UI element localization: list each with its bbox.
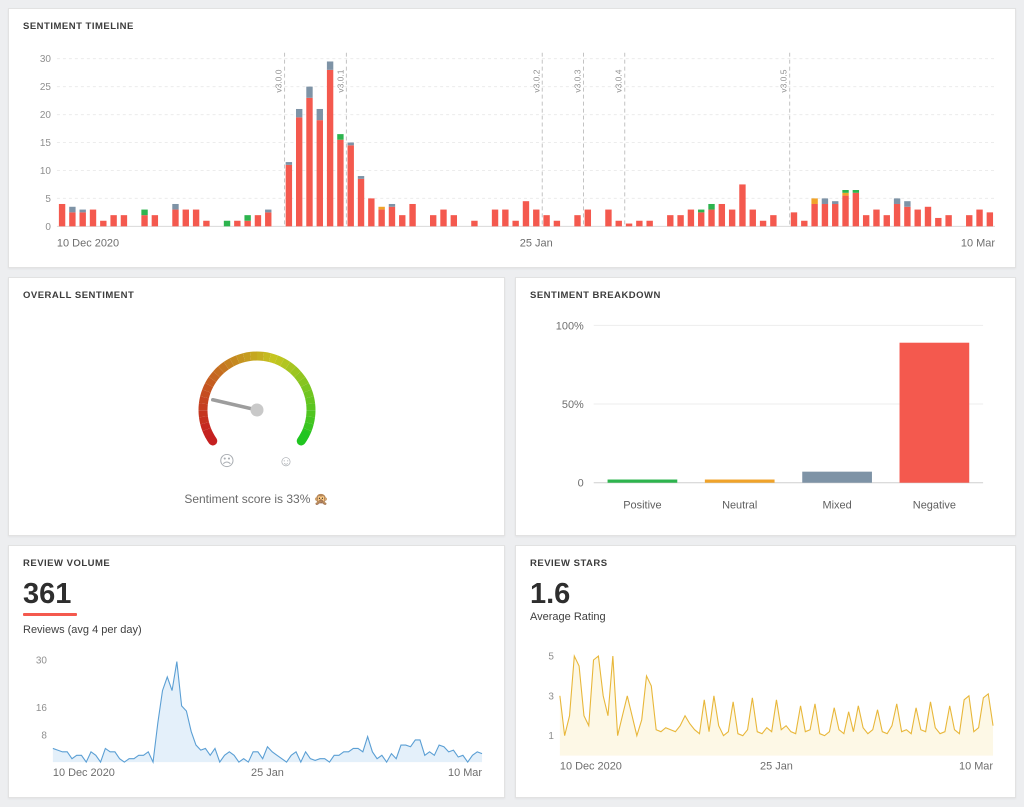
review-volume-subtitle: Reviews (avg 4 per day) (23, 624, 142, 637)
sentiment-gauge: ☹ ☺ (198, 351, 315, 470)
panel-review-volume: REVIEW VOLUME 361 Reviews (avg 4 per day… (8, 545, 505, 798)
svg-text:10 Dec 2020: 10 Dec 2020 (57, 237, 119, 249)
svg-text:v3.0.1: v3.0.1 (335, 69, 345, 92)
svg-text:8: 8 (41, 731, 47, 742)
review-stars-chart[interactable]: 1 3 5 10 Dec 2020 25 Jan 10 Mar (530, 633, 1001, 787)
overall-sentiment-title: OVERALL SENTIMENT (23, 290, 135, 301)
panel-overall-sentiment: OVERALL SENTIMENT ☹ ☺ Sentiment score is … (8, 277, 505, 536)
svg-text:v3.0.5: v3.0.5 (779, 69, 789, 92)
svg-text:20: 20 (40, 110, 52, 121)
sentiment-score-caption: Sentiment score is 33% 🙊 (184, 492, 329, 506)
average-rating-subtitle: Average Rating (530, 611, 606, 624)
svg-text:10 Mar: 10 Mar (959, 761, 993, 773)
svg-text:10 Dec 2020: 10 Dec 2020 (560, 761, 622, 773)
svg-text:100%: 100% (556, 320, 584, 332)
svg-text:Negative: Negative (913, 500, 956, 512)
svg-text:16: 16 (36, 704, 48, 715)
svg-text:v3.0.0: v3.0.0 (274, 69, 284, 92)
svg-text:v3.0.3: v3.0.3 (572, 69, 582, 92)
average-rating-value: 1.6 (530, 578, 571, 610)
review-stars-title: REVIEW STARS (530, 558, 608, 569)
svg-text:10: 10 (40, 166, 52, 177)
svg-text:Mixed: Mixed (823, 500, 852, 512)
svg-text:25: 25 (40, 82, 52, 93)
sentiment-breakdown-chart[interactable]: 0 50% 100% Positive Neutral Mixed Negative (530, 305, 1001, 525)
svg-text:5: 5 (548, 652, 554, 663)
review-volume-chart[interactable]: 8 16 30 10 Dec 2020 25 Jan 10 Mar (23, 646, 490, 787)
panel-sentiment-timeline: SENTIMENT TIMELINE 0 5 10 15 20 25 30 v3.0.0 v3.… (8, 8, 1016, 268)
svg-text:v3.0.2: v3.0.2 (531, 69, 541, 92)
svg-text:10 Dec 2020: 10 Dec 2020 (53, 767, 115, 779)
panel-sentiment-breakdown: SENTIMENT BREAKDOWN 0 50% 100% Positive Neut… (515, 277, 1016, 536)
sentiment-breakdown-title: SENTIMENT BREAKDOWN (530, 290, 661, 301)
svg-text:25 Jan: 25 Jan (760, 761, 793, 773)
svg-text:25 Jan: 25 Jan (520, 237, 553, 249)
svg-text:10 Mar: 10 Mar (961, 237, 995, 249)
review-count-value: 361 (23, 578, 72, 610)
svg-text:10 Mar: 10 Mar (448, 767, 482, 779)
svg-text:1: 1 (548, 732, 554, 743)
sentiment-timeline-chart[interactable]: 0 5 10 15 20 25 30 v3.0.0 v3.0.1 v3.0.2 v3.0.3 v3.0… (23, 36, 1001, 257)
svg-text:30: 30 (40, 54, 52, 65)
review-count-underline (23, 613, 77, 617)
svg-text:Neutral: Neutral (722, 500, 757, 512)
svg-text:v3.0.4: v3.0.4 (614, 69, 624, 92)
sentiment-gauge-wrap: ☹ ☺ Sentiment score is 33% 🙊 (23, 305, 490, 525)
panel-review-stars: REVIEW STARS 1.6 Average Rating 1 3 5 10 De… (515, 545, 1016, 798)
svg-text:☹: ☹ (219, 453, 235, 470)
review-volume-title: REVIEW VOLUME (23, 558, 111, 569)
svg-text:25 Jan: 25 Jan (251, 767, 284, 779)
sentiment-timeline-title: SENTIMENT TIMELINE (23, 21, 134, 32)
svg-text:30: 30 (36, 656, 48, 667)
svg-text:Positive: Positive (623, 500, 661, 512)
svg-text:5: 5 (45, 194, 51, 205)
svg-text:15: 15 (40, 138, 52, 149)
svg-text:50%: 50% (562, 399, 584, 411)
svg-text:0: 0 (45, 222, 51, 233)
svg-text:3: 3 (548, 692, 554, 703)
svg-text:0: 0 (578, 478, 584, 490)
svg-text:☺: ☺ (278, 453, 293, 470)
